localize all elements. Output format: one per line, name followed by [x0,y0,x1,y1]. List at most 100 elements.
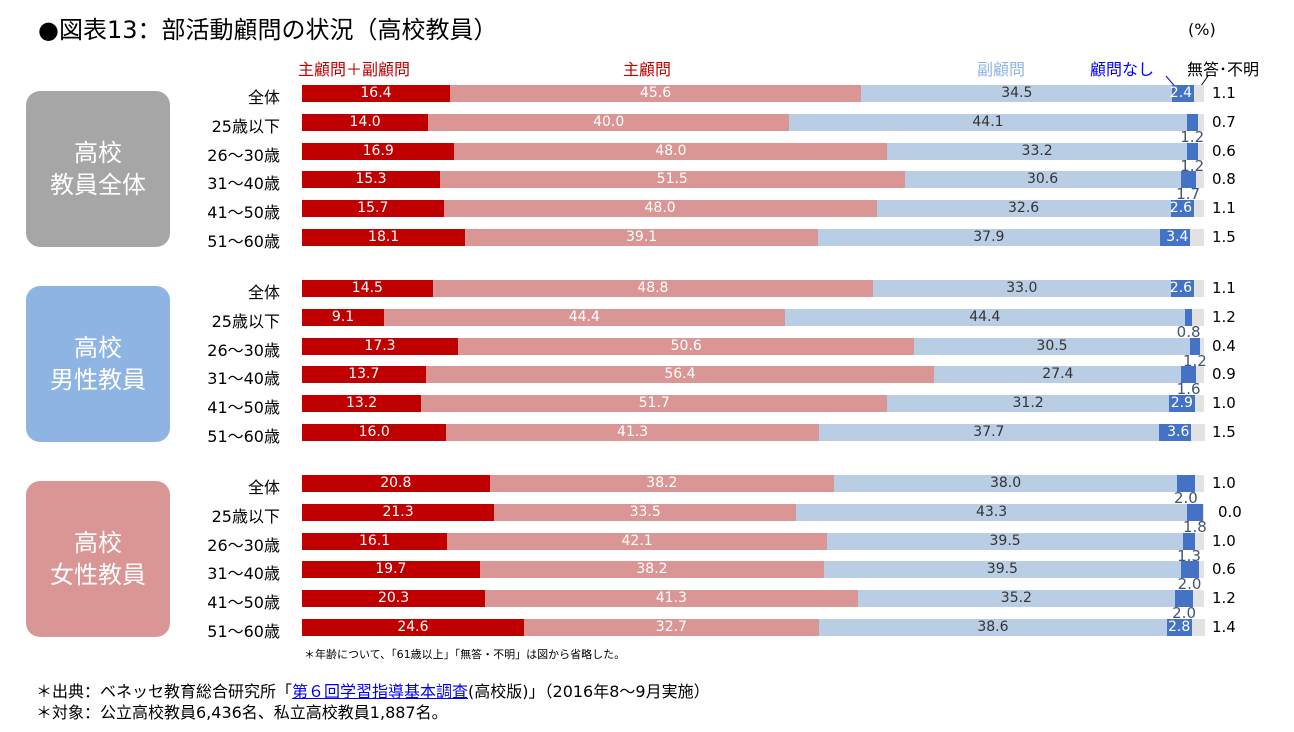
bar-segment-none [1176,475,1195,492]
source-footnote: ＊出典：ベネッセ教育総合研究所「第６回学習指導基本調査(高校版)」（2016年8… [36,678,710,702]
data-label: 48.0 [644,200,676,217]
data-label: 42.1 [621,532,653,549]
data-label-no-answer: 0.9 [1212,365,1236,384]
data-label: 2.4 [1169,85,1193,101]
data-label: 20.3 [377,590,410,607]
bar-segment-none [1181,366,1196,384]
data-label: 51.5 [656,171,688,188]
bar-segment-main: 48.0 [443,200,877,218]
data-label-no-answer: 1.5 [1212,228,1236,246]
data-label: 27.4 [1042,366,1074,383]
legend-main: 主顧問 [623,60,672,79]
chart-note: ＊年齢について、「61歳以上」「無答・不明」は図から省略した。 [304,648,626,661]
data-label: 20.8 [380,475,412,491]
bar-segment-no-answer [1194,85,1204,102]
bar-segment-no-answer [1194,280,1204,297]
bar-segment-main: 41.3 [446,424,819,441]
data-label: 50.6 [670,337,702,354]
data-label: 16.9 [362,142,394,159]
data-label: 15.3 [355,171,387,188]
data-label: 1.2 [1180,156,1205,175]
data-label: 14.5 [351,280,383,296]
data-label: 15.7 [357,200,389,217]
data-label: 38.0 [989,475,1022,491]
bar-segment-sub: 30.5 [914,337,1190,355]
data-label: 39.1 [626,229,658,245]
data-label: 21.3 [382,503,414,520]
category-label: 31～40歳 [207,564,280,584]
data-label-no-answer: 1.2 [1212,307,1236,326]
bar-segment-main-plus-sub: 15.7 [302,200,444,218]
bar-segment-none [1189,337,1201,355]
bar-segment-none [1183,532,1195,550]
bar-segment-none: 3.4 [1159,229,1191,246]
data-label: 35.2 [1000,590,1032,607]
data-label: 48.0 [655,142,687,159]
bar-segment-sub: 39.5 [826,532,1184,550]
bar-segment-main: 42.1 [447,532,827,550]
bar-segment-sub: 37.9 [817,229,1160,246]
bar-segment-main-plus-sub: 14.5 [302,280,433,297]
bar-remainder [1203,308,1204,326]
bar-segment-main-plus-sub: 16.4 [302,85,450,102]
bar-segment-no-answer [1192,619,1205,636]
legend-sub: 副顧問 [977,60,1026,79]
data-label: 40.0 [593,113,625,130]
bar-segment-none: 2.4 [1169,85,1195,102]
category-label: 41～50歳 [207,398,280,418]
bar-segment-sub: 38.0 [834,475,1177,492]
bar-segment-none [1180,171,1196,189]
data-label-no-answer: 1.1 [1212,199,1236,218]
data-label: 44.1 [972,113,1004,130]
bar-segment-sub: 31.2 [887,395,1169,413]
bar-segment-main: 50.6 [458,337,915,355]
bar-segment-sub: 27.4 [934,366,1182,384]
data-label: 3.4 [1166,229,1189,245]
data-label-no-answer: 1.0 [1212,474,1236,492]
bar-segment-no-answer [1194,395,1204,413]
data-label: 45.6 [639,85,672,101]
data-label: 13.7 [348,366,380,383]
data-label: 1.8 [1182,517,1207,536]
data-label-no-answer: 1.0 [1212,531,1236,550]
bar-segment-none [1186,142,1198,160]
data-label: 48.8 [637,280,669,296]
bar-segment-main: 40.0 [428,113,790,131]
bar-segment-sub: 33.0 [872,280,1171,297]
bar-segment-main-plus-sub: 14.0 [302,113,429,131]
bar-segment-main-plus-sub: 16.0 [302,424,447,441]
data-label-no-answer: 0.8 [1212,170,1236,189]
bar-remainder [1203,503,1204,521]
bar-remainder [1203,142,1204,160]
bar-segment-none [1185,308,1193,326]
bar-segment-no-answer [1197,113,1204,131]
bar-segment-none: 2.9 [1168,395,1195,413]
data-label: 14.0 [349,113,381,130]
bar-segment-main-plus-sub: 15.3 [302,171,440,189]
bar-segment-none: 2.6 [1170,280,1195,297]
bar-segment-main-plus-sub: 21.3 [302,503,495,521]
bar-segment-sub: 43.3 [796,503,1187,521]
bar-segment-main: 51.5 [440,171,905,189]
data-label: 32.6 [1008,200,1040,217]
target-footnote: ＊対象：公立高校教員6,436名、私立高校教員1,887名。 [36,703,448,722]
data-label: 38.2 [636,561,668,578]
bar-segment-main-plus-sub: 19.7 [302,561,480,579]
data-label: 44.4 [969,308,1001,325]
category-label: 26～30歳 [207,340,280,360]
data-label: 37.7 [973,424,1005,440]
category-label: 31～40歳 [207,369,280,389]
data-label: 18.1 [368,229,400,245]
legend-no-answer: 無答･不明 [1187,60,1260,79]
data-label: 34.5 [1001,85,1033,101]
survey-link[interactable]: 第６回学習指導基本調査 [292,682,469,701]
data-label: 31.2 [1012,395,1044,412]
bar-segment-main: 33.5 [494,503,797,521]
data-label: 17.3 [364,337,396,354]
data-label: 13.2 [345,395,378,412]
category-label: 26～30歳 [207,535,280,555]
data-label-no-answer: 0.7 [1212,112,1236,131]
bar-segment-sub: 34.5 [861,85,1173,102]
data-label: 30.6 [1026,171,1059,188]
category-label: 51～60歳 [207,622,280,641]
